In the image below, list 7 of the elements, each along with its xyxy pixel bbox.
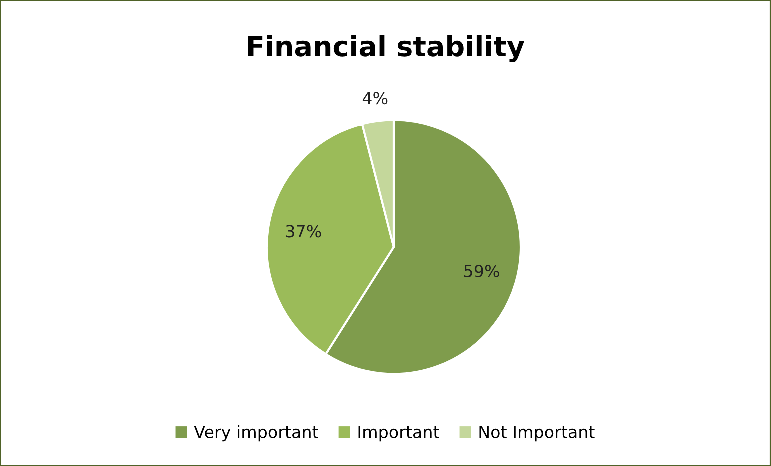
data-label: 59% <box>464 264 500 278</box>
data-label: 4% <box>362 92 388 105</box>
data-label: 37% <box>286 225 322 238</box>
legend-label: Very important <box>194 426 318 442</box>
legend-label: Not Important <box>480 426 595 442</box>
legend-label: Important <box>358 426 440 442</box>
chart-title: Financial stability <box>248 35 525 62</box>
